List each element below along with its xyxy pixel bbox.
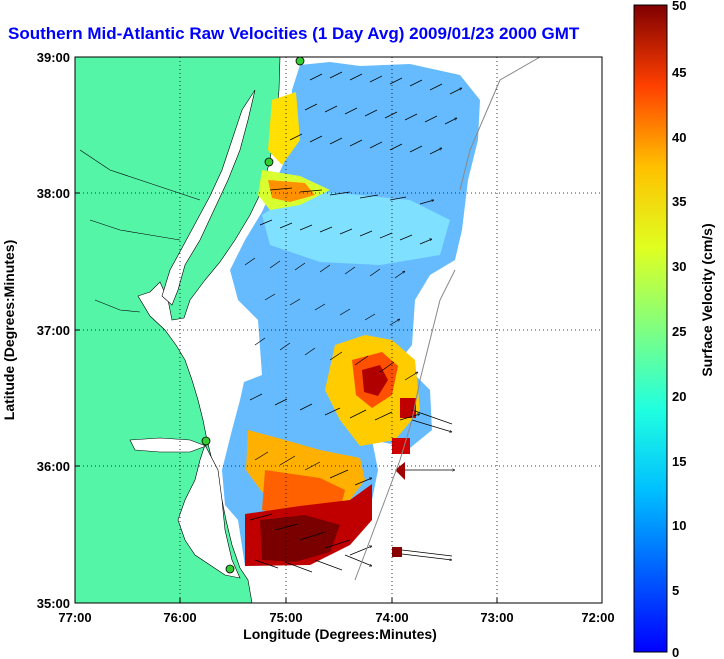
x-tick-label: 72:00 bbox=[581, 610, 614, 625]
colorbar-tick-label: 35 bbox=[672, 194, 686, 209]
colorbar-tick-label: 10 bbox=[672, 518, 686, 533]
station-marker bbox=[201, 436, 211, 446]
x-tick-label: 76:00 bbox=[163, 610, 196, 625]
bathymetry-contour bbox=[354, 57, 541, 581]
land-mass bbox=[75, 57, 281, 603]
x-tick-label: 74:00 bbox=[375, 610, 408, 625]
colorbar-tick-label: 45 bbox=[672, 65, 686, 80]
albemarle-sound bbox=[129, 437, 207, 453]
y-axis-ticks: 39:00 38:00 37:00 36:00 35:00 bbox=[37, 50, 80, 611]
x-tick-label: 77:00 bbox=[58, 610, 91, 625]
y-tick-label: 37:00 bbox=[37, 323, 70, 338]
colorbar-tick-label: 25 bbox=[672, 324, 686, 339]
colorbar bbox=[633, 4, 668, 653]
y-tick-label: 38:00 bbox=[37, 186, 70, 201]
map-title: Southern Mid-Atlantic Raw Velocities (1 … bbox=[8, 24, 580, 43]
y-axis-label: Latitude (Degrees:Minutes) bbox=[1, 240, 17, 420]
colorbar-tick-label: 0 bbox=[672, 645, 679, 659]
x-tick-label: 73:00 bbox=[480, 610, 513, 625]
radar-stations bbox=[201, 56, 305, 574]
colorbar-tick-label: 15 bbox=[672, 454, 686, 469]
velocity-arrows bbox=[244, 71, 462, 573]
colorbar-tick-label: 5 bbox=[672, 583, 679, 598]
y-tick-label: 36:00 bbox=[37, 459, 70, 474]
x-axis-label: Longitude (Degrees:Minutes) bbox=[243, 626, 437, 642]
station-marker bbox=[264, 157, 274, 167]
colorbar-tick-label: 50 bbox=[672, 0, 686, 13]
colorbar-ticks: 50 45 40 35 30 25 20 15 10 5 0 bbox=[672, 0, 686, 659]
station-marker bbox=[225, 564, 235, 574]
y-tick-label: 39:00 bbox=[37, 50, 70, 65]
y-tick-label: 35:00 bbox=[37, 596, 70, 611]
colorbar-tick-label: 40 bbox=[672, 130, 686, 145]
colorbar-label: Surface Velocity (cm/s) bbox=[699, 223, 715, 376]
chesapeake-bay bbox=[161, 89, 256, 306]
station-marker bbox=[295, 56, 305, 66]
velocity-field bbox=[222, 62, 480, 566]
colorbar-tick-label: 20 bbox=[672, 389, 686, 404]
x-tick-label: 75:00 bbox=[269, 610, 302, 625]
colorbar-tick-label: 30 bbox=[672, 259, 686, 274]
x-axis-ticks: 77:00 76:00 75:00 74:00 73:00 72:00 bbox=[58, 598, 615, 625]
pamlico-sound bbox=[177, 444, 241, 579]
grid-lines bbox=[75, 57, 602, 603]
